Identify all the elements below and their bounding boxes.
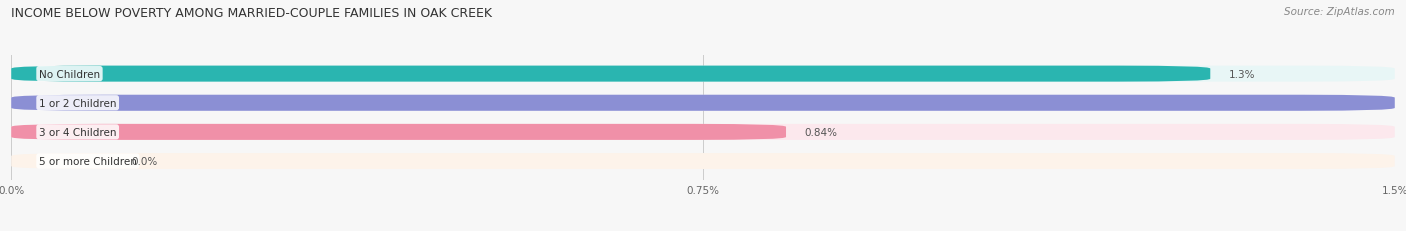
- FancyBboxPatch shape: [11, 66, 1211, 82]
- Text: 1.3%: 1.3%: [1229, 69, 1256, 79]
- FancyBboxPatch shape: [11, 95, 1395, 111]
- FancyBboxPatch shape: [11, 66, 1395, 82]
- Text: No Children: No Children: [39, 69, 100, 79]
- Text: 1 or 2 Children: 1 or 2 Children: [39, 98, 117, 108]
- Text: 5 or more Children: 5 or more Children: [39, 156, 136, 166]
- Text: 3 or 4 Children: 3 or 4 Children: [39, 127, 117, 137]
- Text: Source: ZipAtlas.com: Source: ZipAtlas.com: [1284, 7, 1395, 17]
- FancyBboxPatch shape: [11, 153, 1395, 169]
- FancyBboxPatch shape: [11, 95, 1395, 111]
- Text: INCOME BELOW POVERTY AMONG MARRIED-COUPLE FAMILIES IN OAK CREEK: INCOME BELOW POVERTY AMONG MARRIED-COUPL…: [11, 7, 492, 20]
- FancyBboxPatch shape: [11, 124, 1395, 140]
- FancyBboxPatch shape: [11, 124, 786, 140]
- Text: 0.0%: 0.0%: [131, 156, 157, 166]
- Text: 0.84%: 0.84%: [804, 127, 838, 137]
